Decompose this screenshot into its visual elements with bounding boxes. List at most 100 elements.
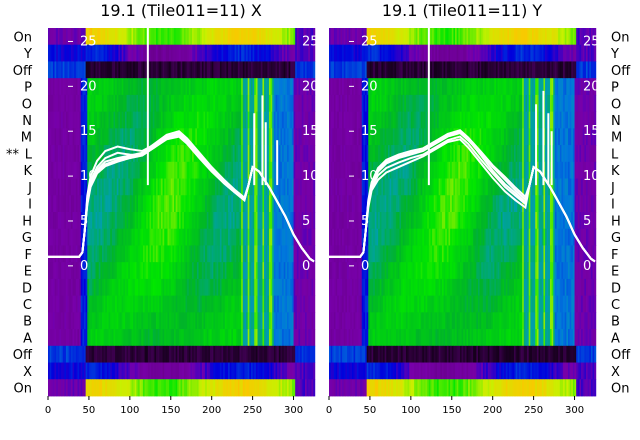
heatmap-cell [309,111,312,129]
heatmap-cell [278,362,281,380]
heatmap-cell [105,78,108,96]
heatmap-cell [120,195,123,213]
heatmap-cell [123,262,126,280]
heatmap-cell [273,312,276,330]
heatmap-cell [577,94,580,113]
heatmap-cell [306,94,309,113]
heatmap-cell [70,44,73,62]
heatmap-cell [242,195,245,213]
heatmap-cell [425,61,428,79]
heatmap-cell [577,78,580,96]
heatmap-cell [167,44,170,62]
heatmap-cell [177,212,180,230]
heatmap-cell [61,28,64,46]
heatmap-cell [100,312,103,330]
heatmap-cell [268,278,272,297]
heatmap-cell [134,94,137,113]
heatmap-cell [244,111,247,129]
heatmap-cell [383,28,386,46]
heatmap-cell [211,329,214,347]
heatmap-row [48,61,316,79]
heatmap-cell [394,128,397,146]
heatmap-cell [118,329,121,347]
heatmap-cell [435,44,438,62]
heatmap-cell [70,145,73,163]
heatmap-cell [272,44,275,62]
heatmap-cell [523,145,526,163]
heatmap-cell [329,111,332,129]
heatmap-cell [228,128,231,146]
heatmap-cell [272,128,275,146]
heatmap-cell [95,278,98,297]
heatmap-cell [108,212,111,230]
heatmap-cell [156,312,159,330]
heatmap-cell [223,362,226,380]
heatmap-cell [69,44,72,62]
heatmap-cell [267,212,270,230]
heatmap-cell [110,28,113,46]
heatmap-cell [95,212,98,230]
heatmap-cell [296,278,299,297]
heatmap-cell [265,212,268,230]
heatmap-cell [267,329,270,347]
heatmap-cell [72,295,75,313]
heatmap-cell [303,329,306,347]
heatmap-cell [223,345,226,363]
heatmap-cell [106,44,109,62]
heatmap-cell [461,78,464,96]
heatmap-cell [559,128,562,146]
heatmap-cell [366,94,369,113]
heatmap-cell [113,44,116,62]
heatmap-cell [474,94,477,113]
heatmap-cell [77,78,80,96]
heatmap-cell [396,61,399,79]
heatmap-cell [246,295,249,313]
heatmap-cell [283,145,286,163]
heatmap-cell [594,44,597,62]
heatmap-cell [329,44,332,62]
heatmap-cell [309,329,312,347]
heatmap-cell [348,28,351,46]
heatmap-cell [298,145,301,163]
heatmap-cell [241,195,244,213]
heatmap-cell [484,78,487,96]
heatmap-cell [167,278,170,297]
heatmap-cell [170,228,173,246]
heatmap-cell [195,228,198,246]
heatmap-cell [459,78,462,96]
heatmap-cell [177,362,180,380]
heatmap-cell [59,195,62,213]
heatmap-cell [277,295,280,313]
heatmap-cell [301,262,304,280]
heatmap-cell [185,379,188,397]
heatmap-cell [85,379,88,397]
row-label: C [23,298,32,313]
heatmap-cell [183,262,186,280]
heatmap-cell [87,212,90,230]
heatmap-cell [147,212,150,230]
heatmap-cell [530,44,533,62]
y-tick-label-right: 15 [302,124,319,139]
heatmap-cell [142,345,145,363]
heatmap-cell [335,161,338,179]
heatmap-cell [221,161,224,179]
heatmap-cell [201,379,204,397]
overlay-line [48,133,315,263]
heatmap-cell [259,128,262,146]
heatmap-cell [270,178,273,196]
heatmap-cell [49,329,52,347]
heatmap-cell [333,61,336,79]
heatmap-cell [201,44,204,62]
heatmap-cell [531,61,535,79]
heatmap-cell [123,212,126,230]
heatmap-cell [98,262,101,280]
heatmap-cell [138,161,141,179]
heatmap-cell [300,94,303,113]
heatmap-cell [257,295,260,313]
heatmap-cell [106,111,109,129]
heatmap-cell [351,94,354,113]
heatmap-cell [116,111,119,129]
heatmap-cell [347,78,350,96]
heatmap-cell [219,128,222,146]
heatmap-cell [559,94,562,113]
